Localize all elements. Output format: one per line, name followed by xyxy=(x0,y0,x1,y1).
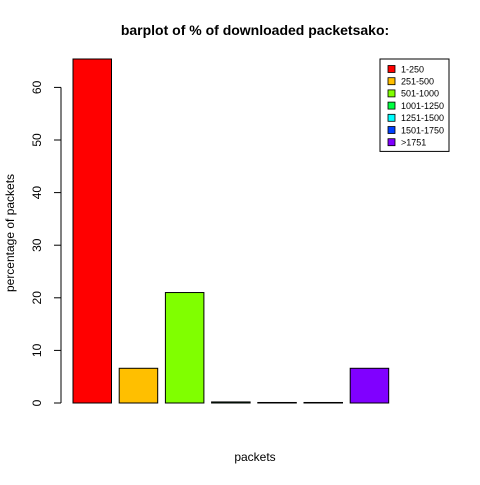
legend-label: 1001-1250 xyxy=(401,101,444,111)
legend-swatch xyxy=(387,65,396,73)
legend-label: 1501-1750 xyxy=(401,125,444,135)
bar-3 xyxy=(164,292,205,404)
legend-label: 1-250 xyxy=(401,64,424,74)
bar-7 xyxy=(349,367,390,404)
bar-5 xyxy=(257,401,297,404)
y-axis: 0 10 20 30 40 50 60 xyxy=(30,80,62,406)
bar-1 xyxy=(72,58,112,404)
x-axis-label: packets xyxy=(234,450,275,464)
bar-4 xyxy=(211,401,251,404)
legend: 1-250 251-500 501-1000 1001-1250 1251-1500 15… xyxy=(379,58,450,152)
y-tick-label: 20 xyxy=(30,291,44,305)
y-axis-label: percentage of packets xyxy=(3,174,17,292)
legend-swatch xyxy=(387,126,396,134)
chart-title: barplot of % of downloaded packetsako: xyxy=(121,22,389,38)
y-tick-label: 50 xyxy=(30,133,44,147)
y-tick-label: 10 xyxy=(30,343,44,357)
legend-label: 1251-1500 xyxy=(401,113,444,123)
y-tick-label: 60 xyxy=(30,80,44,94)
y-tick-label: 0 xyxy=(30,399,44,406)
legend-label: 251-500 xyxy=(401,77,434,87)
bars-group xyxy=(72,58,390,404)
legend-swatch xyxy=(387,101,396,110)
legend-swatch xyxy=(387,77,396,86)
legend-label: >1751 xyxy=(401,138,426,148)
y-tick-label: 30 xyxy=(30,238,44,252)
legend-label: 501-1000 xyxy=(401,89,439,99)
bar-2 xyxy=(118,367,159,404)
bar-6 xyxy=(303,401,343,404)
legend-swatch xyxy=(387,138,396,147)
legend-swatch xyxy=(387,89,396,98)
y-tick-label: 40 xyxy=(30,186,44,200)
legend-swatch xyxy=(387,113,396,122)
